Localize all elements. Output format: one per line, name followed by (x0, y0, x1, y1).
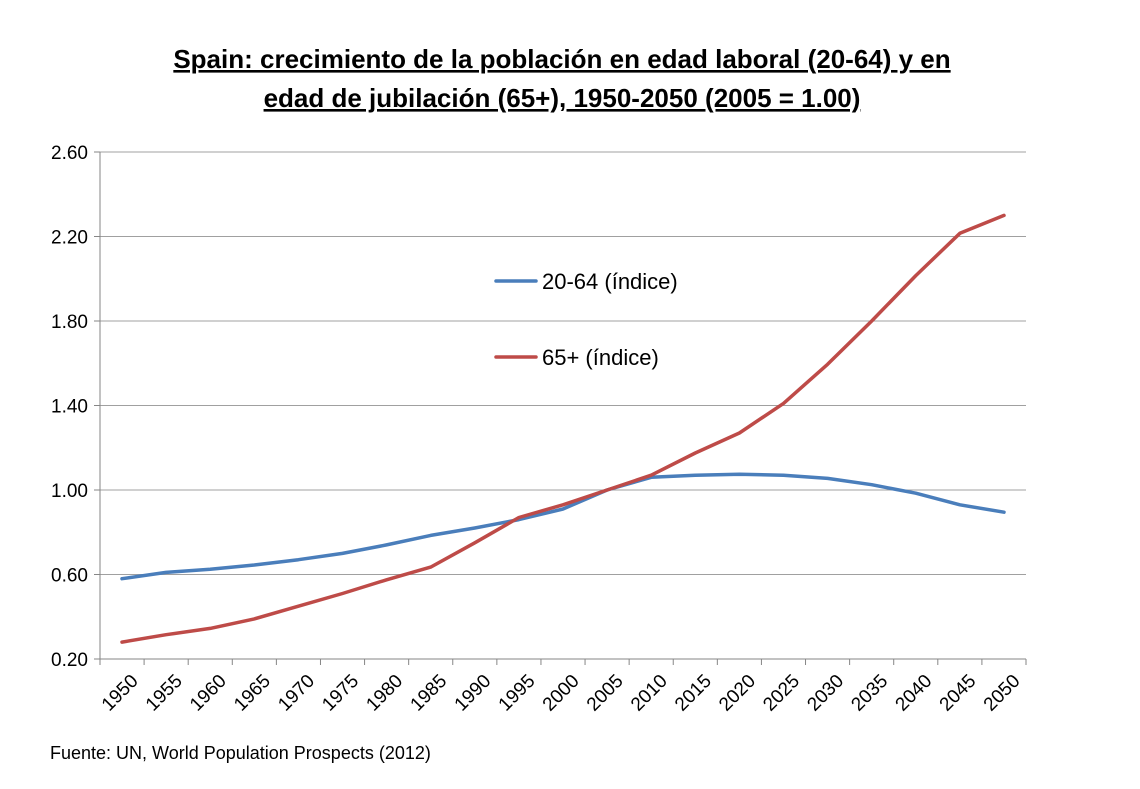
x-tick-label: 2020 (715, 671, 760, 716)
y-tick-label: 2.20 (51, 228, 88, 249)
x-tick-label: 2050 (980, 671, 1025, 716)
series-lines (120, 213, 1006, 644)
y-tick-label: 1.40 (51, 397, 88, 418)
y-tick-label: 0.20 (51, 650, 88, 671)
y-tick-label: 2.60 (51, 143, 88, 164)
x-tick-label: 1960 (186, 671, 231, 716)
x-tick-label: 2015 (671, 671, 716, 716)
legend-label: 65+ (índice) (542, 345, 659, 370)
x-tick-label: 1970 (274, 671, 319, 716)
x-tick-label: 1980 (362, 671, 407, 716)
x-tick-label: 2010 (627, 671, 672, 716)
x-tick-label: 2025 (759, 671, 804, 716)
x-tick-label: 1985 (407, 671, 452, 716)
y-tick-label: 0.60 (51, 566, 88, 587)
y-tick-label: 1.00 (51, 481, 88, 502)
x-tick-label: 2040 (892, 671, 937, 716)
x-tick-label: 1955 (142, 671, 187, 716)
x-tick-label: 2030 (803, 671, 848, 716)
legend: 20-64 (índice) 65+ (índice) (494, 269, 678, 370)
chart-title-line-2: edad de jubilación (65+), 1950-2050 (200… (264, 83, 861, 113)
x-tick-label: 1975 (318, 671, 363, 716)
series-line-65plus (120, 213, 1006, 644)
source-note: Fuente: UN, World Population Prospects (… (50, 743, 431, 763)
y-axis-tick-labels: 0.20 0.60 1.00 1.40 1.80 2.20 2.60 (51, 143, 88, 671)
x-tick-label: 2005 (583, 671, 628, 716)
x-tick-label: 1950 (98, 671, 143, 716)
chart-title-line-1: Spain: crecimiento de la población en ed… (173, 44, 950, 74)
gridlines (100, 151, 1026, 575)
x-tick-label: 2035 (848, 671, 893, 716)
y-tick-label: 1.80 (51, 312, 88, 333)
axes (94, 151, 1027, 665)
x-tick-label: 2000 (539, 671, 584, 716)
legend-label: 20-64 (índice) (542, 269, 678, 294)
x-tick-label: 2045 (936, 671, 981, 716)
x-tick-label: 1995 (495, 671, 540, 716)
x-tick-label: 1965 (230, 671, 275, 716)
x-axis-tick-labels: 1950 1955 1960 1965 1970 1975 1980 1985 1990 1995… (98, 671, 1025, 716)
series-line-20-64 (120, 472, 1006, 581)
x-tick-label: 1990 (451, 671, 496, 716)
